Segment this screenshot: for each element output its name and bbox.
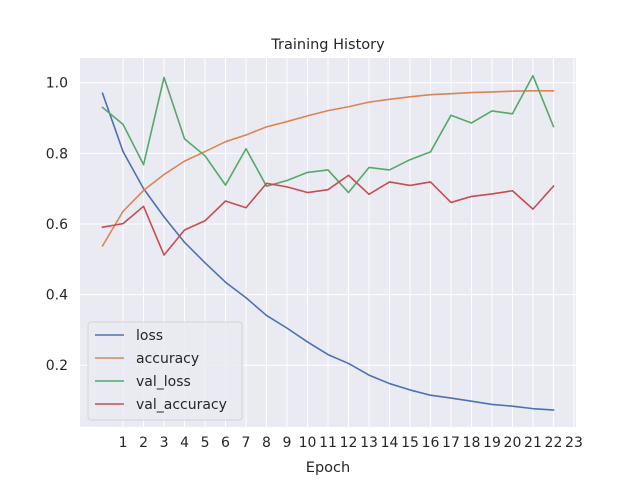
series-line-loss [101, 92, 555, 411]
series-line-accuracy [101, 90, 555, 247]
legend-label: val_loss [136, 374, 191, 390]
grid-lines [80, 58, 576, 427]
series-line-val-accuracy [101, 174, 555, 256]
y-tick-labels: 0.2 0.4 0.6 0.8 1.0 [46, 76, 68, 374]
x-tick-label: 13 [360, 435, 378, 451]
x-tick-label: 8 [262, 435, 271, 451]
x-tick-label: 2 [139, 435, 148, 451]
y-tick-label: 0.4 [46, 288, 68, 304]
x-tick-label: 20 [504, 435, 522, 451]
x-tick-label: 12 [340, 435, 358, 451]
legend-label: val_accuracy [136, 397, 227, 413]
x-tick-label: 7 [242, 435, 251, 451]
x-tick-label: 5 [201, 435, 210, 451]
legend-label: accuracy [136, 351, 199, 367]
chart-title: Training History [270, 37, 385, 53]
x-tick-label: 19 [483, 435, 501, 451]
legend-label: loss [136, 328, 163, 344]
x-tick-label: 14 [381, 435, 399, 451]
x-tick-label: 15 [401, 435, 419, 451]
y-tick-label: 0.8 [46, 146, 68, 162]
x-tick-label: 9 [283, 435, 292, 451]
x-tick-label: 23 [565, 435, 583, 451]
y-tick-label: 1.0 [46, 76, 68, 92]
y-tick-label: 0.6 [46, 217, 68, 233]
series-lines [101, 74, 555, 411]
series-line-val-loss [101, 74, 555, 194]
y-tick-label: 0.2 [46, 358, 68, 374]
legend: loss accuracy val_loss val_accuracy [87, 321, 243, 421]
x-tick-label: 21 [524, 435, 542, 451]
x-tick-label: 1 [119, 435, 128, 451]
x-tick-label: 16 [422, 435, 440, 451]
x-tick-label: 10 [299, 435, 317, 451]
x-tick-label: 22 [545, 435, 563, 451]
x-tick-labels: 1 2 3 4 5 6 7 8 9 10 11 12 13 14 15 16 17 18 19 20 21 22 23 [119, 435, 583, 451]
x-tick-label: 11 [319, 435, 337, 451]
x-axis-label: Epoch [306, 460, 350, 476]
legend-box [87, 321, 243, 421]
x-tick-label: 4 [180, 435, 189, 451]
x-tick-label: 17 [442, 435, 460, 451]
x-tick-label: 18 [463, 435, 481, 451]
x-tick-label: 6 [221, 435, 230, 451]
x-tick-label: 3 [160, 435, 169, 451]
